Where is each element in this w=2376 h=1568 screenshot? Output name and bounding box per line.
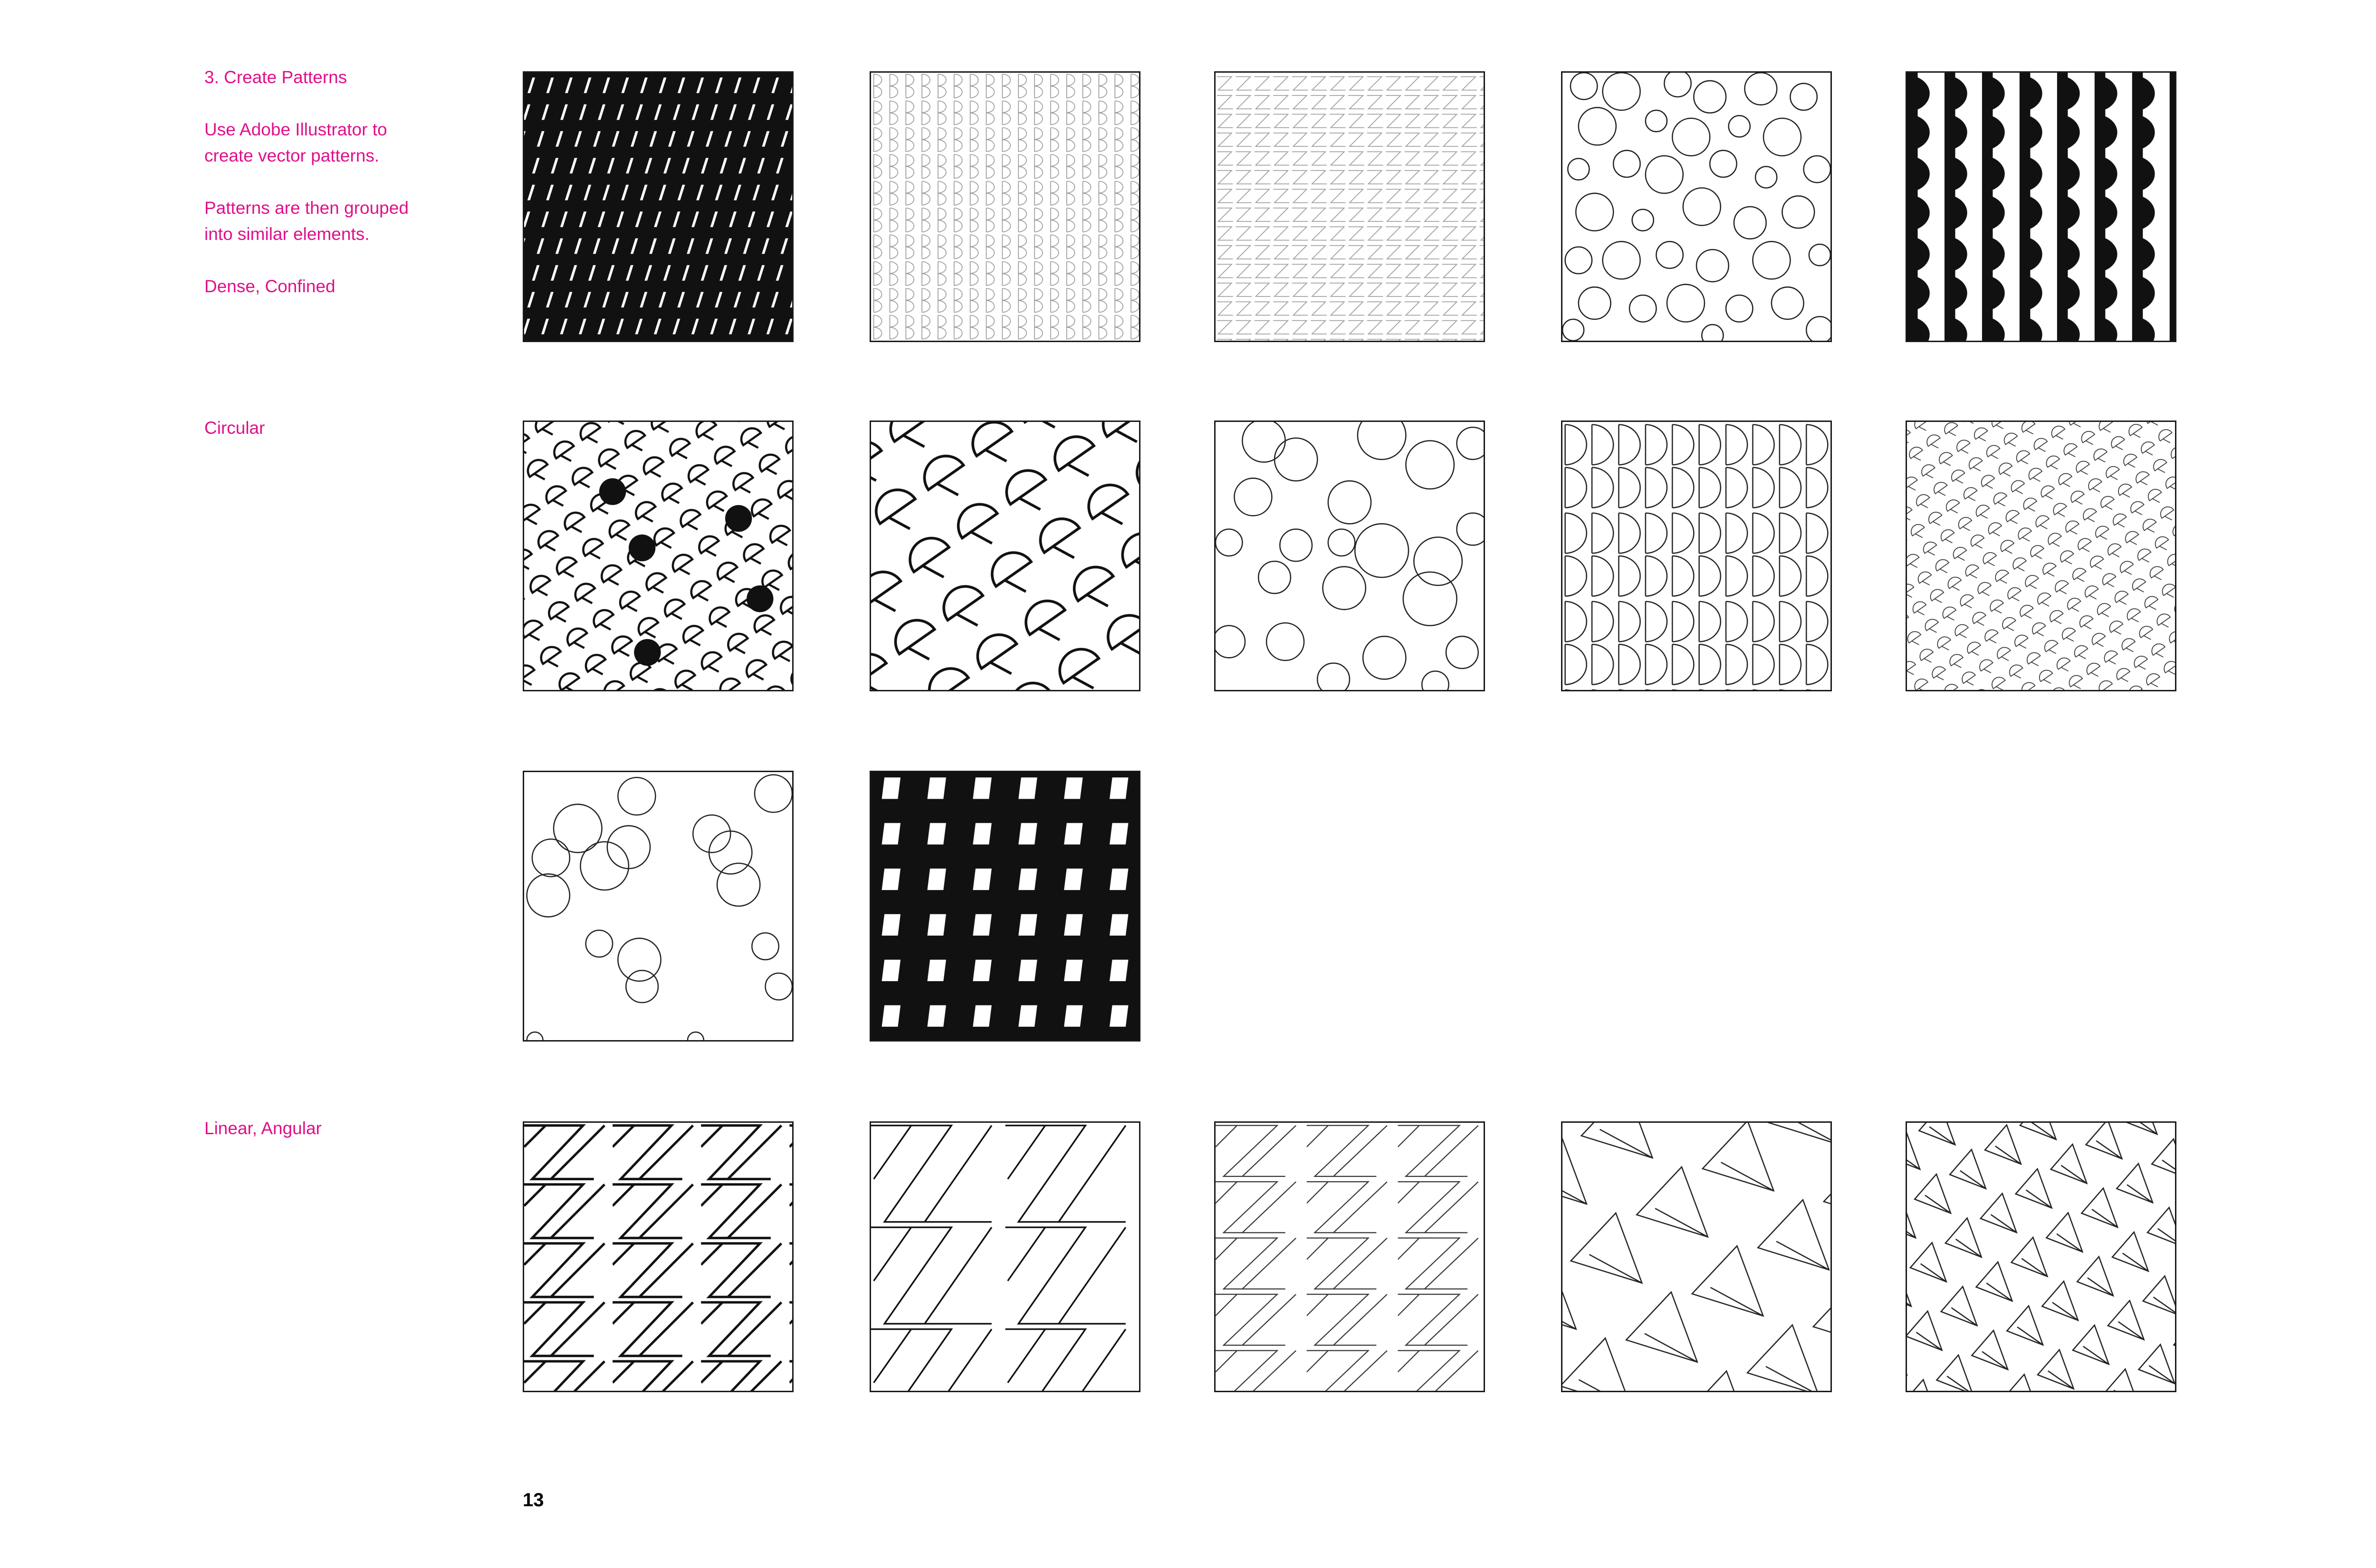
pattern-tile-circular-3 [1214,421,1485,691]
pattern-tile-circular-1 [523,421,794,691]
pattern-tile-dense-1 [523,71,794,342]
section-notes: 3. Create Patterns Use Adobe Illustrator… [204,64,470,299]
pattern-tile-circular-2 [870,421,1140,691]
pattern-tile-dense-5 [1906,71,2176,342]
page-number: 13 [523,1490,544,1511]
intro-line-2: create vector patterns. [204,146,380,165]
category-label-linear: Linear, Angular [204,1119,322,1138]
pattern-tile-dense-2 [870,71,1140,342]
category-label-dense: Dense, Confined [204,277,335,296]
pattern-tile-linear-1 [523,1121,794,1392]
group-line-1: Patterns are then grouped [204,198,409,218]
intro-line-1: Use Adobe Illustrator to [204,120,387,139]
pattern-tile-linear-5 [1906,1121,2176,1392]
pattern-tile-circular-6 [523,771,794,1042]
pattern-tile-linear-4 [1561,1121,1832,1392]
pattern-tile-dense-3 [1214,71,1485,342]
pattern-tile-circular-4 [1561,421,1832,691]
pattern-tile-dense-6 [870,771,1140,1042]
category-label-circular: Circular [204,418,265,438]
pattern-tile-linear-2 [870,1121,1140,1392]
pattern-tile-dense-4 [1561,71,1832,342]
pattern-tile-circular-5 [1906,421,2176,691]
group-line-2: into similar elements. [204,224,370,244]
pattern-tile-linear-3 [1214,1121,1485,1392]
section-heading: 3. Create Patterns [204,67,347,87]
